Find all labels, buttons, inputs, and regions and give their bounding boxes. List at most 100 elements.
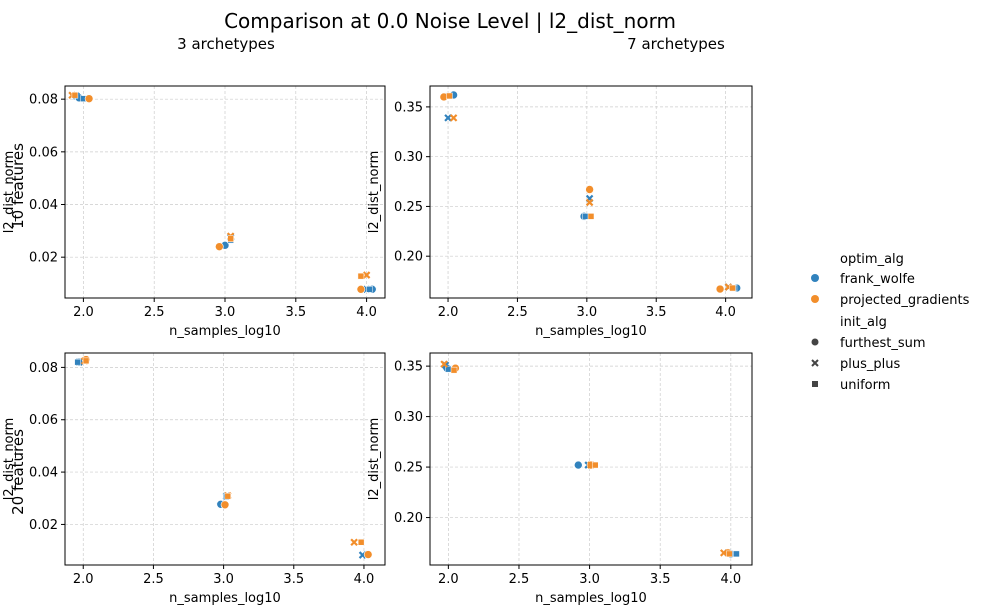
data-point-projected-gradients-furthest-sum	[585, 185, 594, 194]
y-axis-label: l2_dist_norm	[367, 151, 382, 234]
data-point-projected-gradients-uniform	[591, 461, 599, 469]
x-tick-label: 4.0	[354, 572, 375, 587]
data-point-frank-wolfe-uniform	[582, 213, 589, 220]
data-point-projected-gradients-uniform	[450, 366, 458, 374]
x-tick-label: 2.0	[73, 572, 94, 587]
y-axis-label: l2_dist_norm	[2, 418, 17, 501]
y-tick-label: 0.30	[394, 150, 423, 165]
x-tick-label: 2.5	[509, 572, 530, 587]
row-title-10-features: 10 features	[9, 143, 27, 229]
y-tick-label: 0.20	[394, 250, 423, 265]
y-axis-label: l2_dist_norm	[367, 418, 382, 501]
legend-style-title: init_alg	[840, 315, 887, 330]
data-point-projected-gradients-uniform	[729, 284, 736, 292]
data-point-projected-gradients-furthest-sum	[220, 500, 230, 510]
y-tick-label: 0.06	[29, 145, 58, 160]
y-tick-label: 0.08	[29, 93, 58, 108]
x-tick-label: 3.5	[646, 305, 667, 320]
data-point-projected-gradients-furthest-sum	[356, 285, 366, 294]
x-tick-label: 3.5	[650, 572, 671, 587]
data-point-frank-wolfe-uniform	[74, 358, 81, 366]
row-title-20-features: 20 features	[9, 429, 27, 515]
x-tick-label: 4.0	[715, 305, 736, 320]
figure-title: Comparison at 0.0 Noise Level | l2_dist_…	[224, 9, 676, 33]
legend-marker-plus-plus	[811, 359, 819, 367]
data-point-projected-gradients-uniform	[227, 235, 234, 242]
x-tick-label: 2.0	[438, 572, 459, 587]
y-tick-label: 0.35	[394, 100, 423, 115]
y-axis-label: l2_dist_norm	[2, 151, 17, 234]
data-point-projected-gradients-plus-plus	[449, 114, 458, 122]
y-tick-label: 0.35	[394, 360, 423, 375]
data-point-projected-gradients-uniform	[446, 92, 453, 100]
data-point-projected-gradients-furthest-sum	[715, 284, 725, 294]
x-tick-label: 2.0	[73, 305, 94, 320]
subplot-1-1: 2.0 2.5 3.0 3.5 4.0 0.02 0.04 0.06 0.08 n_samples…	[2, 85, 386, 339]
data-point-projected-gradients-furthest-sum	[84, 94, 94, 103]
legend-label-frank-wolfe: frank_wolfe	[840, 272, 915, 287]
data-point-frank-wolfe-uniform	[733, 550, 740, 558]
data-point-projected-gradients-plus-plus	[440, 360, 448, 368]
x-axis-label: n_samples_log10	[535, 591, 647, 606]
plot-frame	[429, 85, 753, 299]
data-point-projected-gradients-uniform	[357, 272, 365, 280]
x-tick-label: 3.0	[576, 305, 597, 320]
x-axis-label: n_samples_log10	[169, 591, 281, 606]
legend: optim_alg frank_wolfe projected_gradient…	[811, 252, 970, 393]
subplot-2-1: 2.0 2.5 3.0 3.5 4.0 0.02 0.04 0.06 0.08 n_samples…	[2, 352, 386, 606]
plot-frame	[429, 352, 753, 566]
x-axis-label: n_samples_log10	[535, 324, 647, 339]
x-axis-label: n_samples_log10	[169, 324, 281, 339]
data-point-projected-gradients-plus-plus	[362, 271, 371, 279]
legend-marker-projected-gradients	[811, 295, 819, 303]
x-tick-label: 3.0	[579, 572, 600, 587]
legend-label-furthest-sum: furthest_sum	[840, 336, 926, 351]
subplot-1-2: 2.0 2.5 3.0 3.5 4.0 0.20 0.25 0.30 0.35 n_samples…	[367, 85, 753, 339]
data-point-projected-gradients-plus-plus	[585, 198, 594, 207]
data-point-projected-gradients-plus-plus	[719, 549, 728, 557]
data-point-projected-gradients-uniform	[726, 550, 733, 558]
data-point-projected-gradients-uniform	[357, 538, 365, 546]
y-tick-label: 0.08	[29, 361, 58, 376]
subplot-2-2: 2.0 2.5 3.0 3.5 4.0 0.20 0.25 0.30 0.35 n_samples…	[367, 352, 753, 606]
y-tick-label: 0.04	[29, 198, 58, 213]
y-tick-label: 0.06	[29, 413, 58, 428]
y-tick-label: 0.25	[394, 461, 423, 476]
x-tick-label: 3.5	[283, 572, 304, 587]
data-point-projected-gradients-furthest-sum	[215, 242, 224, 251]
plot-frame	[64, 352, 386, 566]
x-tick-label: 4.0	[356, 305, 377, 320]
y-tick-label: 0.20	[394, 511, 423, 526]
data-point-frank-wolfe-uniform	[366, 286, 373, 293]
y-tick-label: 0.25	[394, 200, 423, 215]
data-point-projected-gradients-plus-plus	[350, 538, 358, 547]
x-tick-label: 3.0	[215, 305, 236, 320]
y-tick-label: 0.04	[29, 466, 58, 481]
legend-label-projected-gradients: projected_gradients	[840, 293, 970, 308]
x-tick-label: 2.0	[438, 305, 459, 320]
y-tick-label: 0.02	[29, 251, 58, 266]
x-tick-label: 3.5	[285, 305, 306, 320]
x-tick-label: 2.5	[144, 305, 165, 320]
data-point-projected-gradients-uniform	[587, 213, 595, 220]
x-tick-label: 3.0	[213, 572, 234, 587]
legend-label-uniform: uniform	[840, 378, 890, 393]
column-title-7-archetypes: 7 archetypes	[627, 35, 725, 53]
legend-label-plus-plus: plus_plus	[840, 357, 900, 372]
legend-marker-frank-wolfe	[811, 274, 819, 282]
data-point-projected-gradients-furthest-sum	[363, 550, 373, 559]
x-tick-label: 4.0	[720, 572, 741, 587]
legend-marker-furthest-sum	[811, 338, 819, 346]
data-point-frank-wolfe-furthest-sum	[573, 460, 583, 470]
subplot-grid: 2.0 2.5 3.0 3.5 4.0 0.02 0.04 0.06 0.08 n_samples…	[2, 85, 753, 606]
data-point-projected-gradients-uniform	[82, 357, 90, 365]
legend-hue-title: optim_alg	[840, 252, 904, 267]
x-tick-label: 2.5	[143, 572, 164, 587]
y-tick-label: 0.30	[394, 410, 423, 425]
plot-frame	[64, 85, 386, 299]
data-point-projected-gradients-uniform	[224, 492, 232, 500]
column-title-3-archetypes: 3 archetypes	[177, 35, 275, 53]
data-point-projected-gradients-uniform	[71, 91, 79, 99]
y-tick-label: 0.02	[29, 518, 58, 533]
